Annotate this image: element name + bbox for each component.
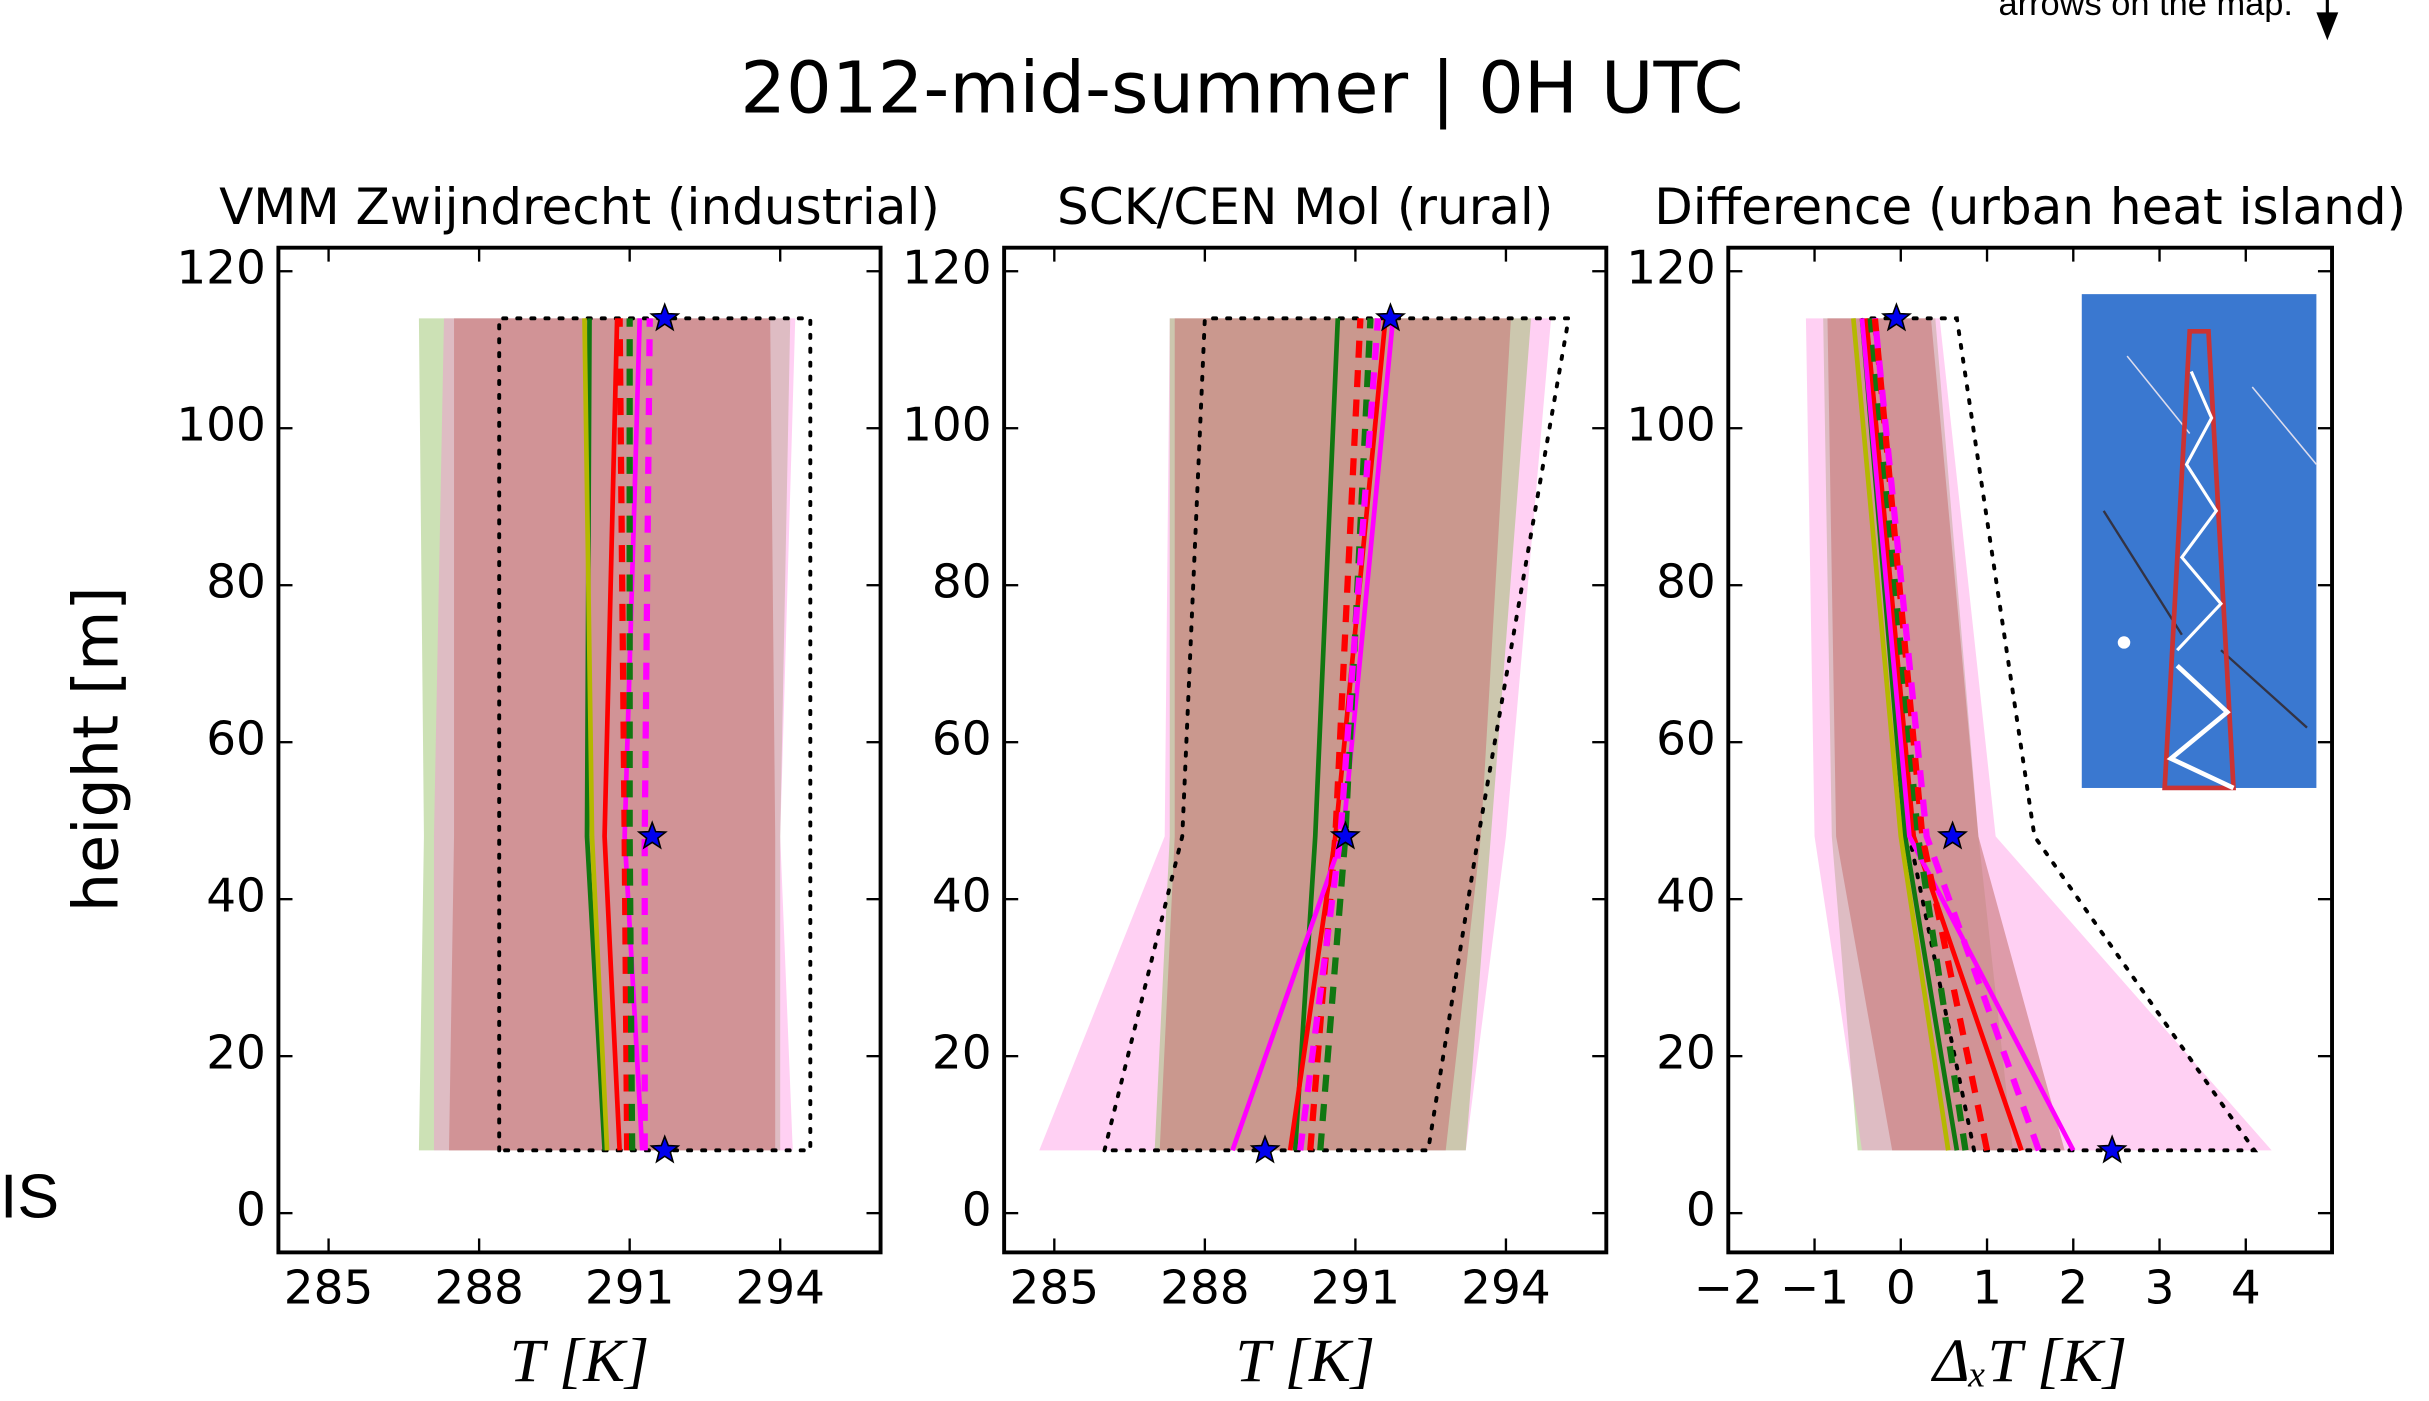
panel-title: Difference (urban heat island) bbox=[1654, 178, 2406, 236]
guy-wire bbox=[2126, 355, 2191, 434]
envelope bbox=[1102, 316, 1571, 1153]
y-tick-label: 20 bbox=[206, 1027, 266, 1081]
observation-star bbox=[2096, 1134, 2128, 1164]
x-axis-label: ΔₓT [K] bbox=[1930, 1327, 2127, 1395]
guy-wire bbox=[2251, 386, 2317, 465]
tower-photo bbox=[2081, 294, 2317, 791]
y-tick-label: 60 bbox=[1656, 713, 1716, 767]
y-tick-label: 40 bbox=[1656, 870, 1716, 924]
y-tick-label: 80 bbox=[932, 556, 992, 610]
x-tick-label: 294 bbox=[735, 1262, 825, 1316]
y-tick-label: 0 bbox=[1686, 1184, 1716, 1238]
guy-wire bbox=[2220, 649, 2308, 729]
y-tick-label: 60 bbox=[932, 713, 992, 767]
x-tick-label: 291 bbox=[585, 1262, 675, 1316]
spread-band bbox=[1159, 318, 1511, 1151]
observation-star bbox=[1249, 1134, 1281, 1164]
panel-title: VMM Zwijndrecht (industrial) bbox=[219, 178, 940, 236]
arrow-head bbox=[2316, 12, 2339, 41]
x-tick-label: 285 bbox=[1010, 1262, 1100, 1316]
y-tick-label: 60 bbox=[206, 713, 266, 767]
y-tick-label: 20 bbox=[1656, 1027, 1716, 1081]
profile-line bbox=[1871, 318, 2042, 1152]
profile-line bbox=[582, 318, 610, 1151]
profile-line bbox=[641, 318, 653, 1151]
plot-frame bbox=[1726, 245, 2334, 1255]
guy-wire bbox=[2102, 510, 2183, 636]
observation-star bbox=[1881, 302, 1913, 332]
x-tick-label: 288 bbox=[1160, 1262, 1250, 1316]
profile-line bbox=[616, 318, 631, 1151]
spread-band bbox=[449, 318, 776, 1151]
y-tick-label: 100 bbox=[176, 399, 266, 453]
x-tick-label: 4 bbox=[2231, 1262, 2261, 1316]
y-tick-label: 20 bbox=[932, 1027, 992, 1081]
y-tick-label: 40 bbox=[206, 870, 266, 924]
observation-star bbox=[649, 302, 681, 332]
x-tick-label: 1 bbox=[1972, 1262, 2002, 1316]
y-tick-label: 0 bbox=[236, 1184, 266, 1238]
left-fragment: IS bbox=[0, 1163, 59, 1232]
observation-star bbox=[1375, 302, 1407, 332]
observation-star bbox=[1936, 820, 1968, 850]
x-tick-label: −2 bbox=[1694, 1262, 1763, 1316]
plot-frame bbox=[276, 245, 883, 1255]
tower-lattice bbox=[2166, 663, 2235, 791]
plot-frame bbox=[1002, 245, 1609, 1255]
y-tick-label: 100 bbox=[1626, 399, 1716, 453]
corner-note: arrows on the map. bbox=[1999, 0, 2293, 23]
y-tick-label: 80 bbox=[206, 556, 266, 610]
profile-line bbox=[1863, 318, 2024, 1152]
x-tick-label: 3 bbox=[2145, 1262, 2175, 1316]
sensor bbox=[2117, 636, 2131, 649]
photo-sky bbox=[2081, 294, 2317, 788]
profile-line bbox=[1287, 318, 1388, 1151]
figure-title: 2012-mid-summer | 0H UTC bbox=[740, 47, 1743, 131]
y-tick-label: 120 bbox=[176, 242, 266, 296]
profile-line bbox=[1851, 318, 1951, 1151]
panel-title: SCK/CEN Mol (rural) bbox=[1057, 178, 1553, 236]
profile-line bbox=[626, 318, 636, 1151]
y-tick-label: 100 bbox=[902, 399, 992, 453]
y-tick-label: 40 bbox=[932, 870, 992, 924]
profile-line bbox=[1297, 318, 1382, 1151]
observation-star bbox=[636, 820, 668, 850]
x-tick-label: −1 bbox=[1780, 1262, 1849, 1316]
x-tick-label: 288 bbox=[434, 1262, 524, 1316]
y-axis-label: height [m] bbox=[59, 586, 132, 912]
x-tick-label: 291 bbox=[1311, 1262, 1401, 1316]
y-tick-label: 0 bbox=[962, 1184, 992, 1238]
observation-star bbox=[649, 1134, 681, 1164]
x-tick-label: 0 bbox=[1886, 1262, 1916, 1316]
profile-line bbox=[602, 318, 622, 1151]
y-tick-label: 80 bbox=[1656, 556, 1716, 610]
profile-line bbox=[1317, 318, 1374, 1151]
tower-lattice bbox=[2176, 370, 2224, 652]
y-tick-label: 120 bbox=[1626, 242, 1716, 296]
x-tick-label: 294 bbox=[1461, 1262, 1551, 1316]
profile-line bbox=[1859, 318, 2076, 1152]
profile-line bbox=[1307, 318, 1364, 1151]
y-tick-label: 120 bbox=[902, 242, 992, 296]
x-axis-label: T [K] bbox=[1235, 1327, 1375, 1395]
profile-line bbox=[1292, 318, 1341, 1151]
profile-line bbox=[622, 318, 645, 1151]
x-tick-label: 285 bbox=[284, 1262, 374, 1316]
observation-star bbox=[1329, 820, 1361, 850]
x-axis-label: T [K] bbox=[510, 1327, 650, 1395]
x-tick-label: 2 bbox=[2058, 1262, 2088, 1316]
